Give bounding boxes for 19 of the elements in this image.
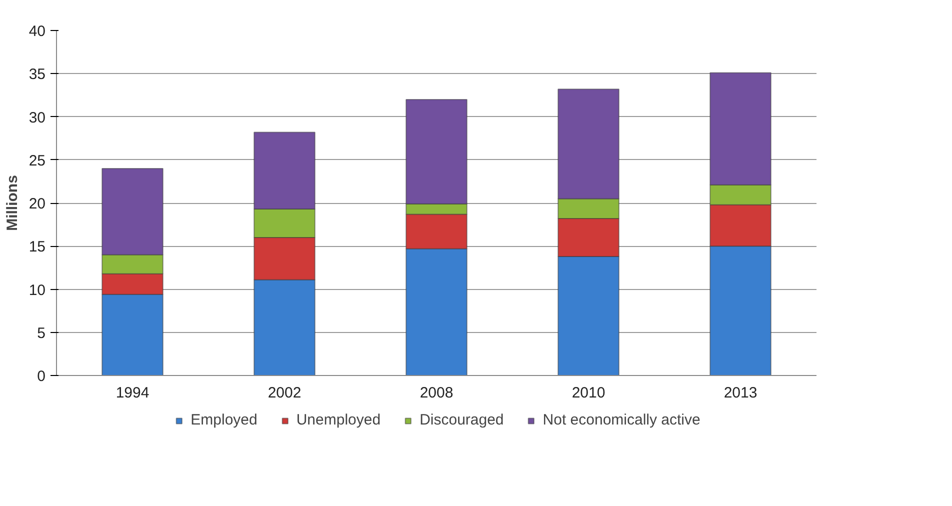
legend-label: Employed bbox=[190, 412, 258, 428]
y-tick-label: 5 bbox=[37, 324, 46, 342]
legend-label: Discouraged bbox=[420, 412, 504, 428]
y-tick-label: 25 bbox=[28, 152, 46, 170]
x-tick-label: 2010 bbox=[572, 384, 606, 402]
x-tick-label: 2002 bbox=[268, 384, 302, 402]
y-tick-label: 15 bbox=[28, 238, 46, 256]
y-tick-label: 10 bbox=[28, 282, 46, 299]
legend-label: Unemployed bbox=[296, 412, 381, 428]
y-tick-label: 35 bbox=[28, 66, 46, 84]
y-tick-label: 40 bbox=[28, 23, 46, 40]
y-axis-title: Millions bbox=[4, 175, 21, 231]
x-tick-label: 1994 bbox=[116, 384, 150, 402]
legend-label: Not economically active bbox=[542, 412, 700, 428]
y-tick-label: 0 bbox=[37, 368, 46, 385]
y-tick-label: 30 bbox=[28, 109, 46, 126]
y-tick-label: 20 bbox=[28, 196, 46, 212]
x-tick-label: 2013 bbox=[724, 384, 758, 402]
x-tick-label: 2008 bbox=[420, 384, 454, 402]
